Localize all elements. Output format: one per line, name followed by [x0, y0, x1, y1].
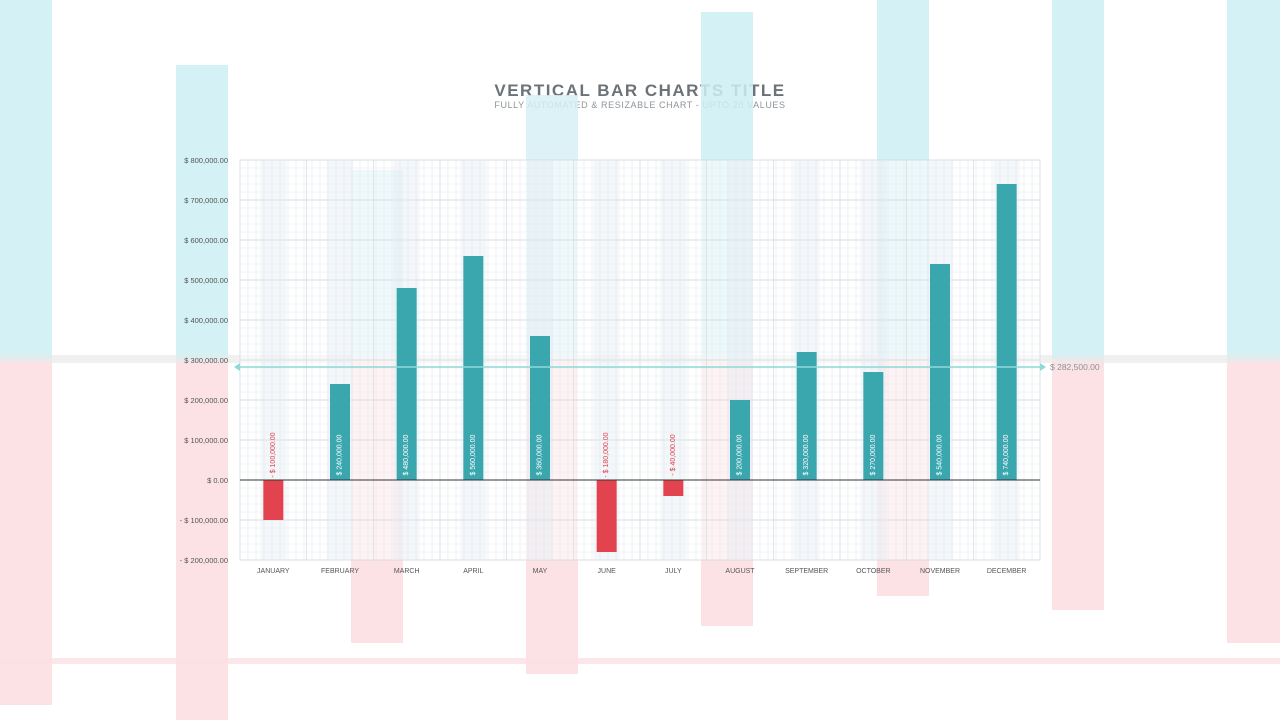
bar [996, 184, 1017, 480]
bar-value-label: $ 240,000.00 [337, 434, 344, 475]
bar [930, 264, 950, 480]
x-category-label: OCTOBER [856, 568, 891, 575]
x-category-label: JANUARY [257, 568, 290, 575]
bar [530, 336, 550, 480]
bar-value-label: $ 540,000.00 [937, 434, 944, 475]
bar [596, 480, 617, 552]
x-category-label: MAY [533, 568, 548, 575]
background-decor-bar [0, 360, 52, 705]
average-label: $ 282,500.00 [1050, 362, 1100, 372]
background-decor-bar [1052, 360, 1104, 610]
x-category-label: AUGUST [725, 568, 755, 575]
background-decor-bar [1052, 0, 1104, 360]
y-tick-label: $ 800,000.00 [184, 156, 228, 165]
y-tick-label: $ 700,000.00 [184, 196, 228, 205]
y-tick-label: $ 200,000.00 [184, 396, 228, 405]
y-tick-label: $ 300,000.00 [184, 356, 228, 365]
x-category-label: NOVEMBER [920, 568, 960, 575]
bar [396, 288, 417, 480]
bar [263, 480, 284, 520]
bar [330, 384, 350, 480]
y-tick-label: $ 100,000.00 [184, 436, 228, 445]
bar-value-label: - $ 180,000.00 [603, 432, 610, 477]
background-decor-bar [1227, 360, 1280, 643]
page-subtitle: FULLY AUTOMATED & RESIZABLE CHART - UPTO… [494, 100, 786, 110]
y-tick-label: $ 400,000.00 [184, 316, 228, 325]
background-decor-bar [176, 360, 228, 720]
y-tick-label: - $ 100,000.00 [180, 516, 228, 525]
bar [863, 372, 884, 480]
y-tick-label: $ 0.00 [207, 476, 228, 485]
bar-value-label: $ 560,000.00 [470, 434, 477, 475]
column-stripe [327, 160, 353, 560]
average-marker-left [234, 363, 240, 371]
x-category-label: JULY [665, 568, 682, 575]
average-marker-right [1040, 363, 1046, 371]
y-tick-label: $ 500,000.00 [184, 276, 228, 285]
bar-value-label: - $ 40,000.00 [670, 434, 677, 475]
y-tick-label: $ 600,000.00 [184, 236, 228, 245]
bar [730, 400, 750, 480]
bar [796, 352, 817, 480]
background-decor-bar [1227, 0, 1280, 360]
x-category-label: JUNE [598, 568, 617, 575]
background-decor-bar [0, 0, 52, 360]
bar [463, 256, 484, 480]
bar [663, 480, 684, 496]
column-stripe [727, 160, 753, 560]
x-category-label: MARCH [394, 568, 420, 575]
bar-value-label: $ 270,000.00 [870, 434, 877, 475]
background-decor-band [0, 658, 1280, 664]
x-category-label: FEBRUARY [321, 568, 359, 575]
bar-value-label: $ 480,000.00 [403, 434, 410, 475]
x-category-label: SEPTEMBER [785, 568, 828, 575]
column-stripe [660, 160, 687, 560]
background-decor-bar [176, 65, 228, 360]
bar-value-label: - $ 100,000.00 [270, 432, 277, 477]
bar-value-label: $ 740,000.00 [1003, 434, 1010, 475]
bar-value-label: $ 200,000.00 [737, 434, 744, 475]
column-stripe [860, 160, 887, 560]
x-category-label: DECEMBER [987, 568, 1027, 575]
bar-value-label: $ 360,000.00 [537, 434, 544, 475]
bar-value-label: $ 320,000.00 [803, 434, 810, 475]
y-tick-label: - $ 200,000.00 [180, 556, 228, 565]
x-category-label: APRIL [463, 568, 483, 575]
